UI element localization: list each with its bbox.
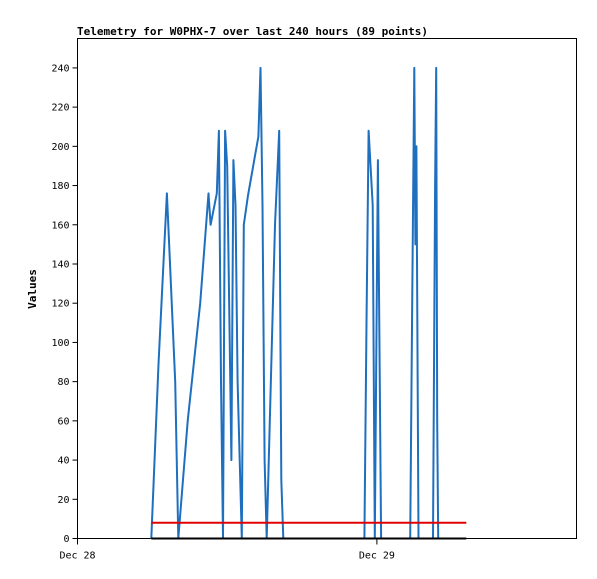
y-tick-label: 240 (51, 63, 69, 74)
y-tick-label: 20 (57, 495, 69, 506)
y-tick-label: 220 (51, 103, 69, 114)
y-tick-label: 120 (51, 299, 69, 310)
series-layer (150, 66, 467, 540)
x-tick-label: Dec 28 (59, 551, 95, 562)
x-axis-ticks: Dec 28 Dec 29 (59, 538, 395, 562)
telemetry-series-blue (150, 66, 440, 540)
y-tick-label: 100 (51, 338, 69, 349)
y-tick-label: 200 (51, 142, 69, 153)
chart-title: Telemetry for W0PHX-7 over last 240 hour… (77, 25, 428, 38)
x-tick-label: Dec 29 (359, 551, 395, 562)
y-tick-label: 0 (63, 534, 69, 545)
y-tick-label: 40 (57, 456, 69, 467)
y-tick-label: 60 (57, 416, 69, 427)
y-axis-ticks: 0 20 40 60 80 100 120 140 160 180 200 220 240 (51, 63, 78, 545)
y-tick-label: 80 (57, 377, 69, 388)
y-tick-label: 160 (51, 220, 69, 231)
y-axis-label: Values (26, 269, 39, 309)
y-tick-label: 180 (51, 181, 69, 192)
plot-frame (77, 38, 577, 539)
y-tick-label: 140 (51, 259, 69, 270)
